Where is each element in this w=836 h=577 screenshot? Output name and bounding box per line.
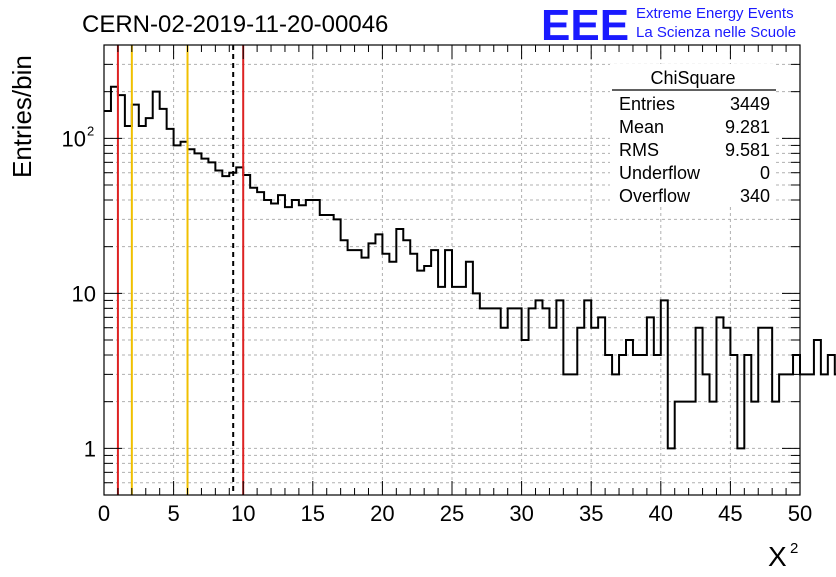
x-tick-label: 30 xyxy=(509,501,533,526)
logo-line-2: La Scienza nelle Scuole xyxy=(636,24,796,41)
x-tick-label: 5 xyxy=(167,501,179,526)
stats-label: Entries xyxy=(619,94,675,114)
stats-value: 0 xyxy=(760,163,770,183)
stats-value: 340 xyxy=(740,186,770,206)
stats-value: 3449 xyxy=(730,94,770,114)
x-tick-label: 50 xyxy=(788,501,812,526)
stats-box-title: ChiSquare xyxy=(650,68,735,88)
y-axis-title: Entries/bin xyxy=(7,55,37,178)
stats-value: 9.581 xyxy=(725,140,770,160)
stats-box-background xyxy=(610,64,776,204)
axis-ticks xyxy=(103,44,801,496)
x-tick-label: 35 xyxy=(579,501,603,526)
y-tick-label: 10 xyxy=(62,126,86,151)
x-tick-label: 25 xyxy=(440,501,464,526)
eee-logo: EEE Extreme Energy Events La Scienza nel… xyxy=(541,1,796,50)
histogram-step-line xyxy=(104,85,836,450)
x-axis-title: X 2 xyxy=(768,540,798,572)
stats-label: Underflow xyxy=(619,163,701,183)
x-tick-label: 15 xyxy=(301,501,325,526)
reference-lines xyxy=(116,45,245,495)
stats-value: 9.281 xyxy=(725,117,770,137)
stats-rows: Entries 3449 Mean 9.281 RMS 9.581 Underflow 0 Ov… xyxy=(619,94,770,206)
x-tick-label: 45 xyxy=(718,501,742,526)
x-tick-label: 10 xyxy=(231,501,255,526)
run-title: CERN-02-2019-11-20-00046 xyxy=(82,11,388,38)
x-tick-label: 40 xyxy=(649,501,673,526)
grid-lines xyxy=(104,45,800,495)
x-axis-title-base: X xyxy=(768,541,787,572)
stats-label: RMS xyxy=(619,140,659,160)
y-tick-label-exponent: 2 xyxy=(87,123,94,138)
stats-label: Mean xyxy=(619,117,664,137)
x-tick-label: 0 xyxy=(98,501,110,526)
stats-label: Overflow xyxy=(619,186,691,206)
x-axis-title-superscript: 2 xyxy=(790,540,798,557)
y-tick-label: 1 xyxy=(84,436,96,461)
x-tick-labels: 0 5 10 15 20 25 30 35 40 45 50 xyxy=(98,501,812,526)
histogram-series xyxy=(104,85,836,450)
y-tick-label: 10 xyxy=(72,281,96,306)
x-tick-label: 20 xyxy=(370,501,394,526)
stats-box: ChiSquare Entries 3449 Mean 9.281 RMS 9.581 Un… xyxy=(610,64,776,206)
logo-text: EEE xyxy=(541,1,629,50)
logo-line-1: Extreme Energy Events xyxy=(636,5,794,22)
